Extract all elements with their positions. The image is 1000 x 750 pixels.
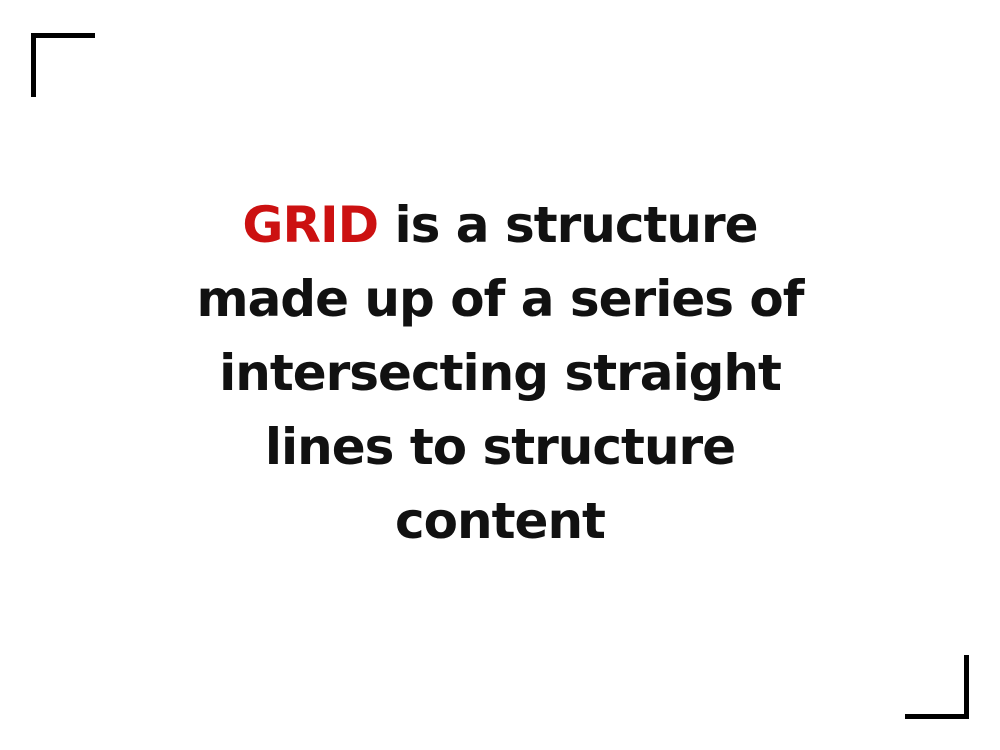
definition-line-5: content (395, 492, 606, 550)
definition-line-4: lines to structure (264, 418, 736, 476)
definition-line-1: is a structure (378, 196, 758, 254)
definition-line-2: made up of a series of (196, 270, 804, 328)
grid-definition-text: GRID is a structure made up of a series … (150, 188, 850, 558)
highlighted-term: GRID (242, 196, 379, 254)
definition-line-3: intersecting straight (219, 344, 782, 402)
corner-mark-bottom-right (905, 655, 969, 719)
corner-mark-top-left (31, 33, 95, 97)
